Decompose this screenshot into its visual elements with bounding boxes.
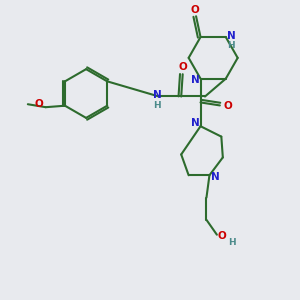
Text: O: O (35, 99, 44, 109)
Text: N: N (227, 31, 236, 40)
Text: O: O (224, 101, 232, 111)
Text: O: O (178, 62, 188, 72)
Text: O: O (218, 231, 226, 241)
Text: H: H (227, 41, 235, 50)
Text: N: N (191, 75, 200, 85)
Text: O: O (191, 5, 200, 15)
Text: N: N (153, 90, 162, 100)
Text: N: N (191, 118, 200, 128)
Text: H: H (154, 101, 161, 110)
Text: N: N (211, 172, 220, 182)
Text: H: H (228, 238, 236, 247)
